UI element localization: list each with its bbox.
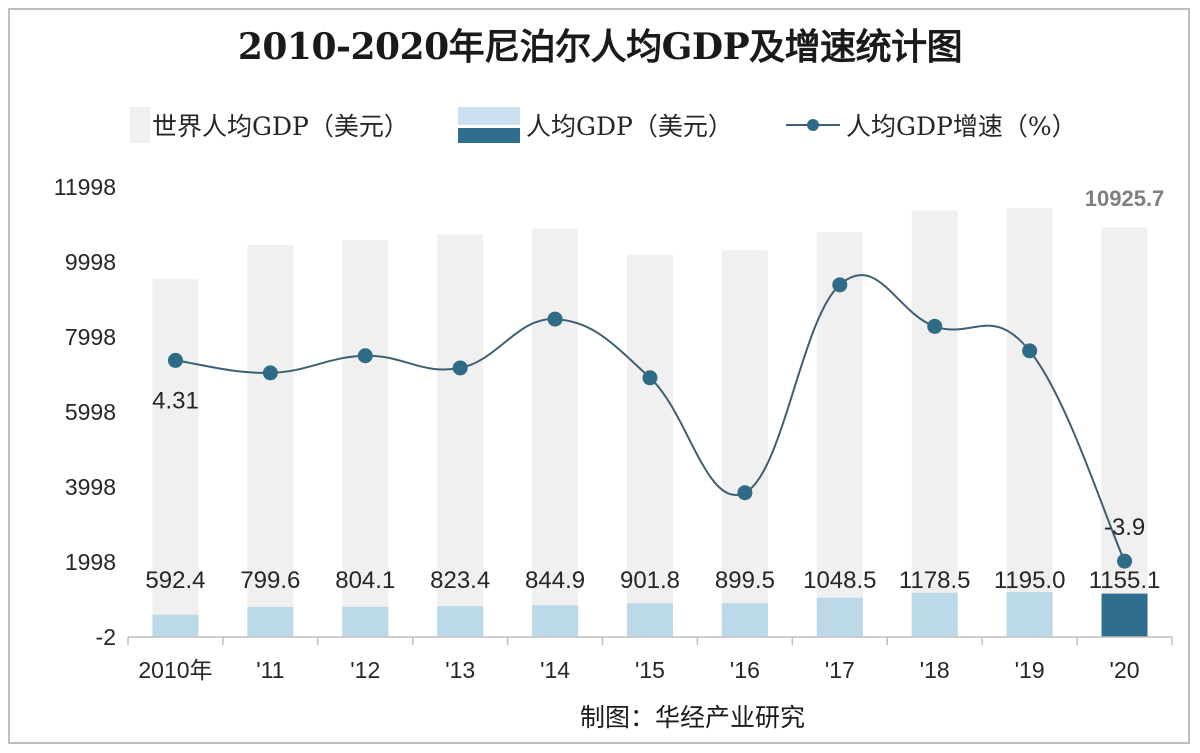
bar-world-gdp <box>152 278 199 637</box>
growth-marker <box>1117 553 1133 569</box>
x-tick-label: '14 <box>540 657 570 683</box>
bar-value-label: 592.4 <box>145 567 205 594</box>
bar-value-label: 899.5 <box>715 567 775 594</box>
growth-marker <box>167 352 183 368</box>
x-tick-label: '12 <box>350 657 380 683</box>
growth-marker <box>452 360 468 376</box>
bar-nepal-gdp <box>247 606 294 637</box>
bar-world-gdp <box>911 210 958 638</box>
legend-item-growth: 人均GDP增速（%） <box>784 100 1077 150</box>
bar-world-gdp <box>721 250 768 638</box>
bar-value-label: 1155.1 <box>1089 567 1161 594</box>
y-tick-label: 7998 <box>65 324 116 350</box>
bar-world-gdp <box>627 254 673 638</box>
bar-value-label: 823.4 <box>430 567 490 594</box>
bar-nepal-gdp <box>437 606 484 637</box>
bar-world-gdp <box>342 240 389 638</box>
growth-label-last: -3.9 <box>1104 514 1145 541</box>
growth-marker <box>642 370 658 386</box>
bar-nepal-gdp <box>1006 592 1053 637</box>
legend-label-world: 世界人均GDP（美元） <box>152 112 409 141</box>
bar-value-label: 799.6 <box>240 567 300 594</box>
bar-nepal-gdp <box>911 592 958 637</box>
growth-marker <box>547 311 563 327</box>
bar-world-gdp <box>1006 207 1053 638</box>
bar-nepal-gdp <box>816 597 863 637</box>
bar-world-gdp <box>437 234 484 638</box>
growth-marker <box>1022 343 1038 359</box>
legend-label-growth: 人均GDP增速（%） <box>846 112 1077 141</box>
legend: 世界人均GDP（美元） 人均GDP（美元） 人均GDP增速（%） <box>0 100 1200 150</box>
chart-frame <box>8 8 1190 744</box>
legend-swatch-world <box>130 107 150 143</box>
x-tick-label: '18 <box>920 657 950 683</box>
bar-world-gdp <box>247 244 294 638</box>
growth-marker <box>927 318 943 334</box>
bar-nepal-gdp <box>1101 593 1148 637</box>
growth-marker <box>737 485 753 501</box>
bar-value-label: 844.9 <box>525 567 585 594</box>
legend-swatch-gdp <box>458 107 520 143</box>
y-tick-label: 1998 <box>65 549 116 575</box>
growth-marker <box>262 365 278 381</box>
y-tick-label: 9998 <box>65 249 116 275</box>
y-tick-label: 11998 <box>54 174 116 200</box>
growth-label-first: 4.31 <box>152 387 199 414</box>
bar-value-label: 1048.5 <box>803 567 876 594</box>
bar-nepal-gdp <box>152 614 199 637</box>
bar-value-label: 901.8 <box>620 567 680 594</box>
x-tick-label: '17 <box>825 657 855 683</box>
x-tick-label: '16 <box>730 657 760 683</box>
legend-line-marker-icon <box>786 119 840 131</box>
bar-nepal-gdp <box>721 603 768 637</box>
y-tick-label: -2 <box>96 624 116 650</box>
x-tick-label: 2010年 <box>138 657 212 683</box>
growth-marker <box>832 277 848 293</box>
world-gdp-value-label: 10925.7 <box>1085 186 1165 211</box>
chart-title: 2010-2020年尼泊尔人均GDP及增速统计图 <box>237 26 963 68</box>
bar-world-gdp <box>532 228 579 638</box>
bar-nepal-gdp <box>342 606 389 637</box>
bar-value-label: 804.1 <box>335 567 395 594</box>
bar-nepal-gdp <box>532 605 579 637</box>
x-tick-label: '19 <box>1015 657 1045 683</box>
bar-nepal-gdp <box>627 603 673 637</box>
legend-label-gdp: 人均GDP（美元） <box>526 112 733 141</box>
source-note: 制图：华经产业研究 <box>580 703 806 732</box>
bar-world-gdp <box>1101 227 1148 637</box>
bar-value-label: 1195.0 <box>994 567 1066 594</box>
y-tick-label: 5998 <box>65 399 116 425</box>
bar-world-gdp <box>816 231 863 638</box>
x-tick-label: '20 <box>1110 657 1140 683</box>
y-tick-label: 3998 <box>65 474 116 500</box>
legend-item-nepal-gdp: 人均GDP（美元） <box>458 100 733 150</box>
x-tick-label: '11 <box>256 657 284 683</box>
x-tick-label: '15 <box>635 657 665 683</box>
bar-value-label: 1178.5 <box>899 567 971 594</box>
x-tick-label: '13 <box>445 657 475 683</box>
growth-marker <box>357 348 373 364</box>
legend-item-world-gdp: 世界人均GDP（美元） <box>130 100 409 150</box>
